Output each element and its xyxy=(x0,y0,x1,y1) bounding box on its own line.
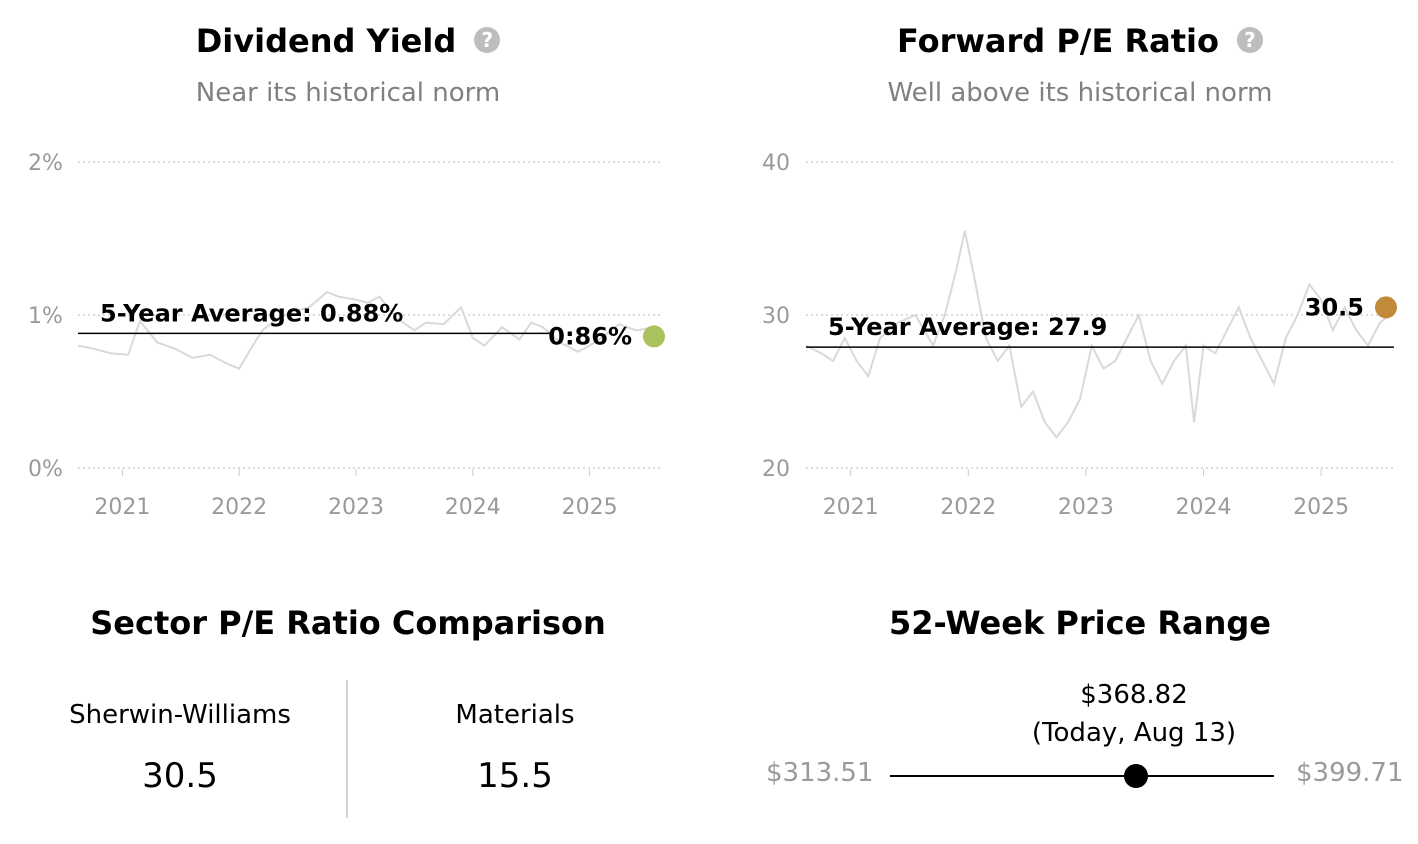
current-value-dot xyxy=(1375,296,1397,319)
dividend-yield-subtitle: Near its historical norm xyxy=(195,78,501,108)
current-value-label: 30.5 xyxy=(1305,293,1364,321)
sector-materials-label: Materials xyxy=(455,700,575,730)
sector-company-value: 30.5 xyxy=(142,756,218,796)
x-tick-label: 2022 xyxy=(940,495,996,520)
dividend-yield-title: Dividend Yield? xyxy=(0,22,696,60)
y-tick-label: 1% xyxy=(28,304,63,329)
y-tick-label: 30 xyxy=(762,304,790,329)
average-label: 5-Year Average: 27.9 xyxy=(828,313,1107,341)
average-label: 5-Year Average: 0.88% xyxy=(100,299,403,327)
current-value-label: 0:86% xyxy=(548,322,632,350)
dividend-yield-chart: 2% 1% 0% 2021 2022 2023 2024 2025 5-Year Average… xyxy=(28,151,665,520)
range-current-marker xyxy=(1124,764,1149,788)
sector-materials-value: 15.5 xyxy=(477,756,553,796)
y-tick-label: 0% xyxy=(28,457,63,482)
x-tick-label: 2022 xyxy=(211,495,267,520)
sector-comparison-title: Sector P/E Ratio Comparison xyxy=(90,604,606,642)
x-tick-label: 2023 xyxy=(328,495,384,520)
range-low: $313.51 xyxy=(766,758,874,788)
y-tick-label: 2% xyxy=(28,151,63,176)
y-tick-label: 40 xyxy=(762,151,790,176)
y-tick-label: 20 xyxy=(762,457,790,482)
x-tick-label: 2023 xyxy=(1058,495,1114,520)
today-price: $368.82 xyxy=(1080,680,1188,710)
help-icon[interactable]: ? xyxy=(1236,27,1263,53)
series-line xyxy=(805,230,1390,440)
range-high: $399.71 xyxy=(1296,758,1404,788)
x-tick-label: 2025 xyxy=(562,495,618,520)
forward-pe-subtitle: Well above its historical norm xyxy=(887,78,1273,108)
series-line xyxy=(77,290,654,370)
x-tick-label: 2021 xyxy=(94,495,150,520)
x-tick-label: 2025 xyxy=(1293,495,1349,520)
range-track xyxy=(890,775,1274,777)
today-date-label: (Today, Aug 13) xyxy=(1031,718,1237,748)
current-value-dot xyxy=(643,325,665,348)
sector-divider xyxy=(346,680,348,818)
x-tick-label: 2024 xyxy=(1175,495,1231,520)
forward-pe-chart: 40 30 20 2021 2022 2023 2024 2025 5-Year Average… xyxy=(762,151,1397,520)
x-tick-label: 2021 xyxy=(823,495,879,520)
price-range-title: 52-Week Price Range xyxy=(889,604,1271,642)
sector-company-label: Sherwin-Williams xyxy=(69,700,291,730)
forward-pe-title: Forward P/E Ratio? xyxy=(720,22,1418,60)
help-icon[interactable]: ? xyxy=(474,27,501,53)
x-tick-label: 2024 xyxy=(445,495,501,520)
